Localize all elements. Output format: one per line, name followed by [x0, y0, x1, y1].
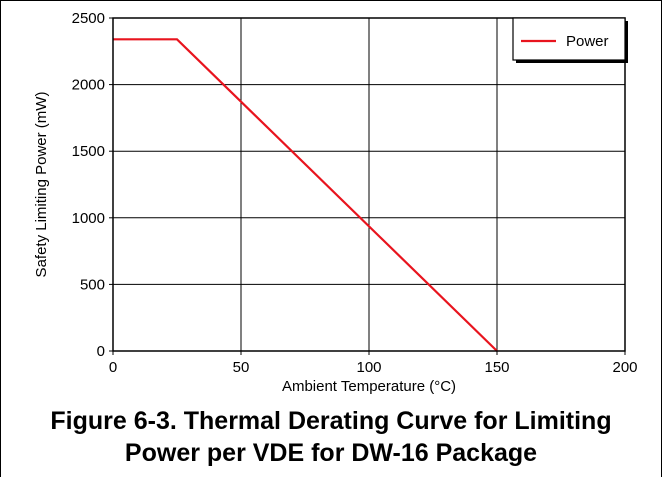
- y-axis-label: Safety Limiting Power (mW): [33, 92, 50, 278]
- frame-top-border: [0, 0, 662, 1]
- x-tick-label-0: 0: [109, 359, 117, 376]
- series-line-power: [113, 38, 498, 352]
- y-tick-label-3: 1500: [72, 143, 105, 160]
- x-tick-label-1: 50: [233, 359, 250, 376]
- y-tick-label-2: 1000: [72, 210, 105, 227]
- y-tick-label-0: 0: [97, 343, 105, 360]
- x-tick-label-3: 150: [484, 359, 509, 376]
- chart-svg: 0 50 100 150 20005001000150020002500Ambient …: [33, 10, 638, 395]
- x-axis-label: Ambient Temperature (°C): [282, 378, 456, 395]
- y-tick-label-1: 500: [80, 276, 105, 293]
- figure-caption-line1: Figure 6-3. Thermal Derating Curve for L…: [50, 407, 612, 435]
- y-tick-label-5: 2500: [72, 10, 105, 27]
- x-tick-label-4: 200: [612, 359, 637, 376]
- figure-caption-line2: Power per VDE for DW-16 Package: [124, 439, 538, 467]
- legend-box: [512, 17, 626, 61]
- legend-label-power: Power: [566, 33, 609, 50]
- frame-left-border: [0, 0, 1, 477]
- x-tick-label-2: 100: [356, 359, 381, 376]
- plot-border: [112, 17, 626, 352]
- y-tick-label-4: 2000: [72, 77, 105, 94]
